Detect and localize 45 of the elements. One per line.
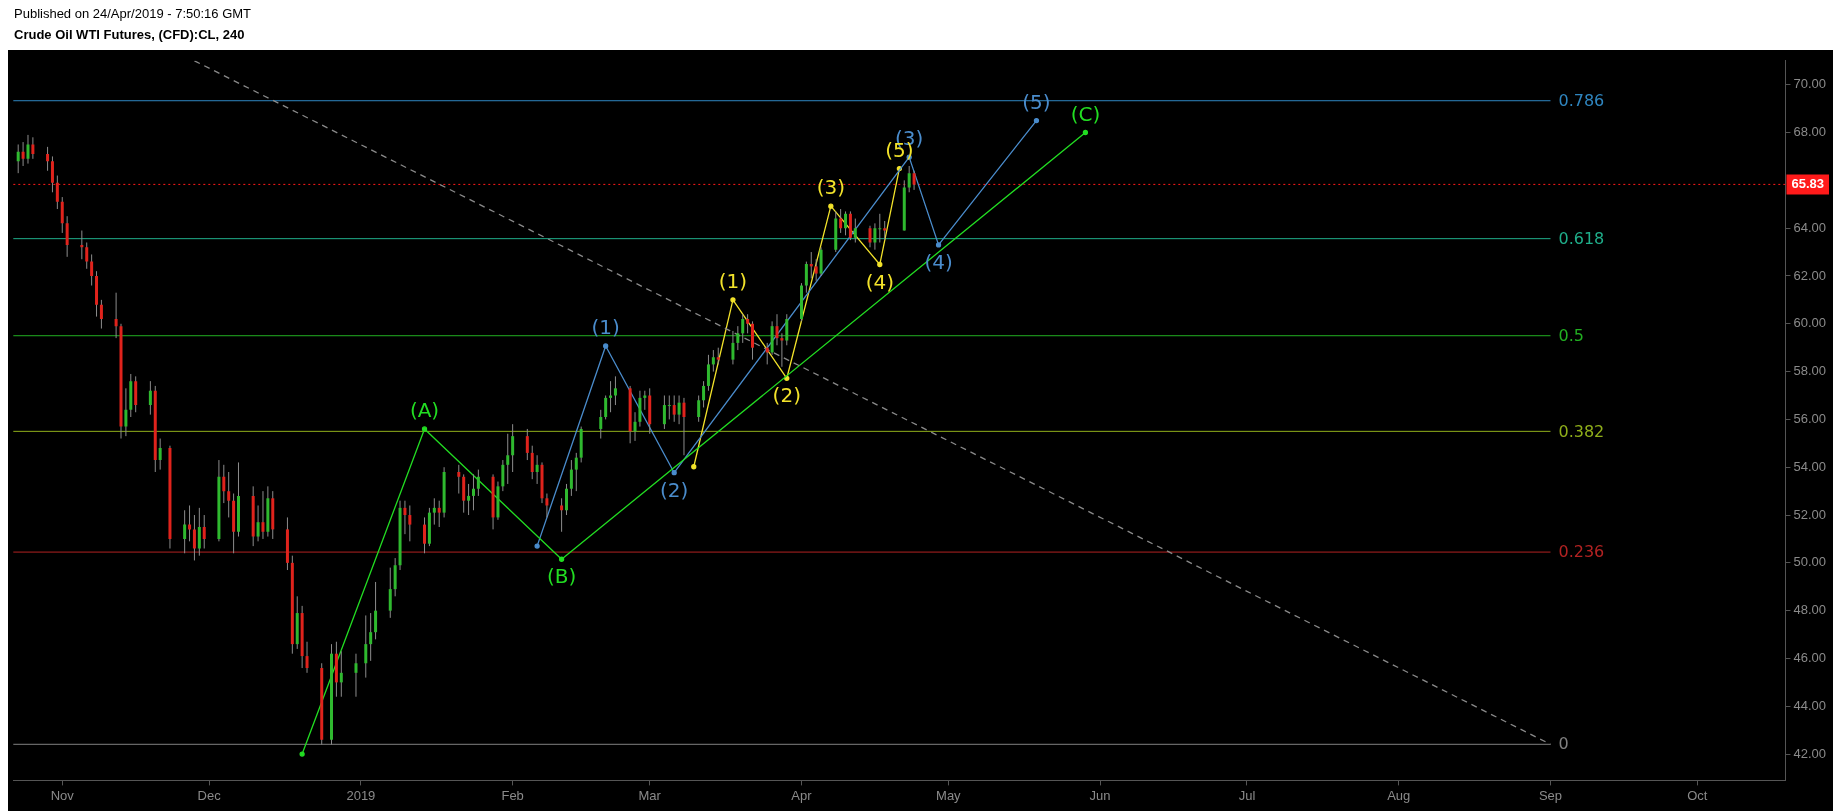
y-tick-label: 44.00 — [1793, 697, 1827, 713]
chart-subtitle: Published on 24/Apr/2019 - 7:50:16 GMT — [14, 6, 252, 21]
y-tick-label: 46.00 — [1793, 650, 1827, 666]
annotation: 0.382 — [1558, 421, 1605, 441]
y-tick-label: 50.00 — [1793, 554, 1827, 570]
y-tick-label: 58.00 — [1793, 363, 1827, 379]
annotation: (2) — [660, 477, 689, 502]
annotation: (2) — [772, 383, 801, 408]
annotation: (A) — [409, 398, 440, 423]
x-tick-label: 2019 — [346, 787, 376, 803]
y-tick-label: 42.00 — [1793, 745, 1827, 761]
x-tick-label: Apr — [791, 787, 813, 803]
annotation: (4) — [865, 269, 894, 294]
annotation: 0 — [1558, 734, 1569, 754]
x-tick-label: Jul — [1238, 787, 1256, 803]
chart-title: Crude Oil WTI Futures, (CFD):CL, 240 — [14, 27, 245, 42]
y-tick-label: 52.00 — [1793, 506, 1827, 522]
annotation: (4) — [924, 250, 953, 275]
annotation: (3) — [816, 175, 846, 200]
y-tick-label: 70.00 — [1793, 76, 1827, 92]
y-tick-label: 60.00 — [1793, 315, 1827, 331]
annotation: 0.786 — [1558, 90, 1605, 110]
y-tick-label: 68.00 — [1793, 124, 1827, 140]
x-tick-label: Oct — [1687, 787, 1708, 803]
annotation: 0.236 — [1558, 542, 1605, 562]
x-tick-label: Dec — [197, 787, 222, 803]
x-tick-label: May — [936, 787, 962, 803]
x-tick-label: Aug — [1387, 787, 1411, 803]
y-tick-label: 48.00 — [1793, 602, 1827, 618]
annotation: (B) — [546, 564, 577, 589]
y-tick-label: 64.00 — [1793, 219, 1827, 235]
annotation: (1) — [718, 269, 748, 294]
annotation: 0.618 — [1558, 228, 1605, 248]
x-tick-label: Nov — [50, 787, 75, 803]
annotation: (C) — [1070, 101, 1101, 126]
annotation: (1) — [591, 315, 620, 340]
y-tick-label: 56.00 — [1793, 410, 1827, 426]
annotation: 0.5 — [1558, 325, 1584, 345]
x-tick-label: Mar — [638, 787, 662, 803]
y-tick-label: 54.00 — [1793, 458, 1827, 474]
ref-line-label: 65.83 — [1791, 175, 1825, 191]
y-tick-label: 62.00 — [1793, 267, 1827, 283]
x-tick-label: Jun — [1089, 787, 1111, 803]
x-tick-label: Feb — [501, 787, 524, 803]
x-tick-label: Sep — [1538, 787, 1563, 803]
